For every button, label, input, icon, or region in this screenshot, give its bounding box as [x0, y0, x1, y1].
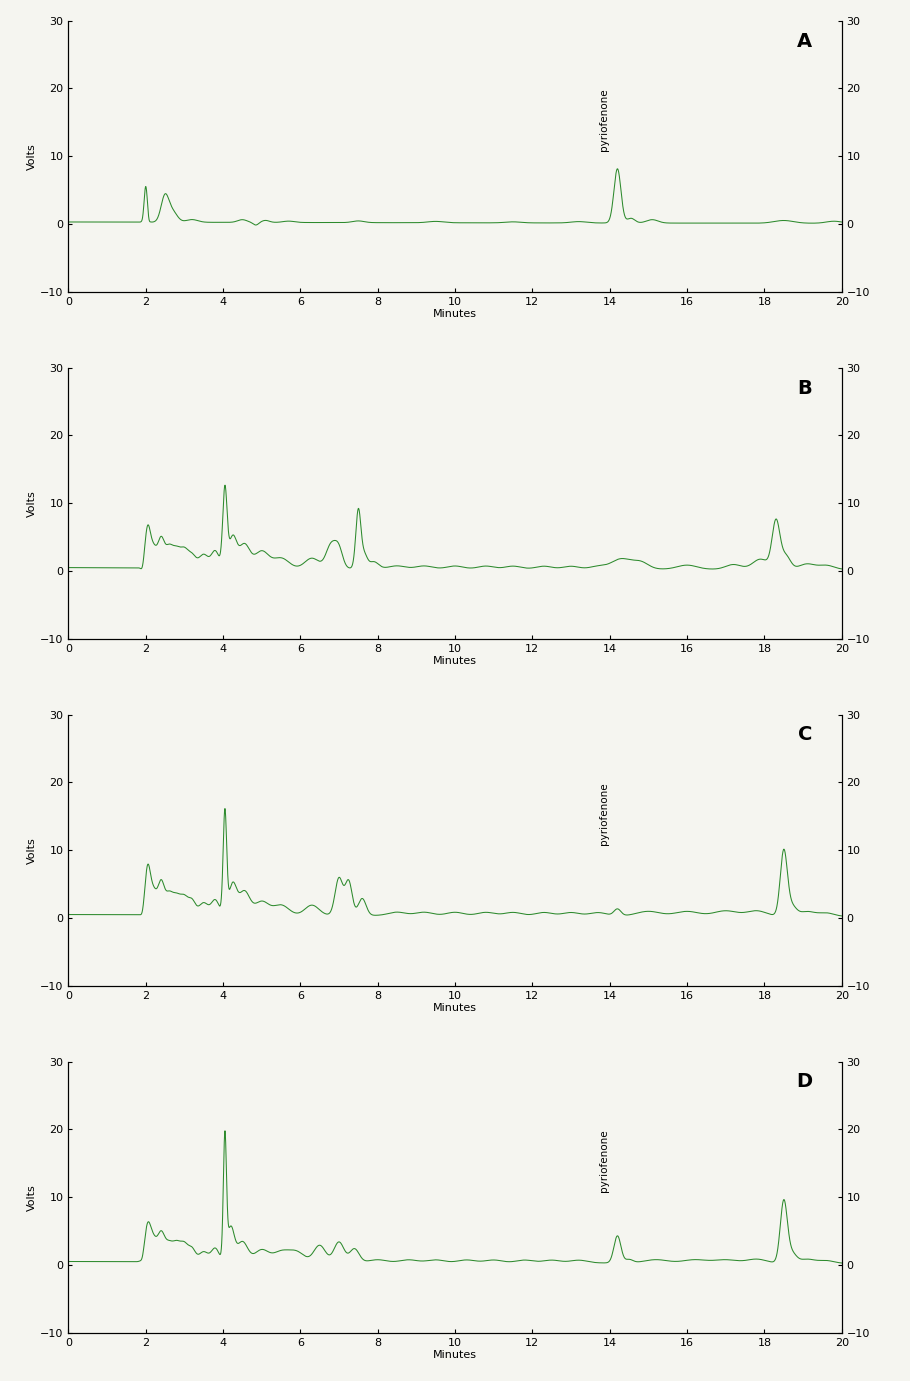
Y-axis label: Volts: Volts — [27, 142, 37, 170]
X-axis label: Minutes: Minutes — [433, 1004, 477, 1014]
Text: pyriofenone: pyriofenone — [599, 783, 609, 845]
Text: C: C — [798, 725, 813, 744]
Text: B: B — [797, 378, 813, 398]
X-axis label: Minutes: Minutes — [433, 1351, 477, 1360]
Y-axis label: Volts: Volts — [27, 490, 37, 516]
X-axis label: Minutes: Minutes — [433, 309, 477, 319]
Text: pyriofenone: pyriofenone — [599, 1130, 609, 1192]
Text: D: D — [796, 1073, 813, 1091]
X-axis label: Minutes: Minutes — [433, 656, 477, 667]
Y-axis label: Volts: Volts — [27, 837, 37, 863]
Text: pyriofenone: pyriofenone — [599, 88, 609, 151]
Y-axis label: Volts: Volts — [27, 1184, 37, 1211]
Text: A: A — [797, 32, 813, 51]
